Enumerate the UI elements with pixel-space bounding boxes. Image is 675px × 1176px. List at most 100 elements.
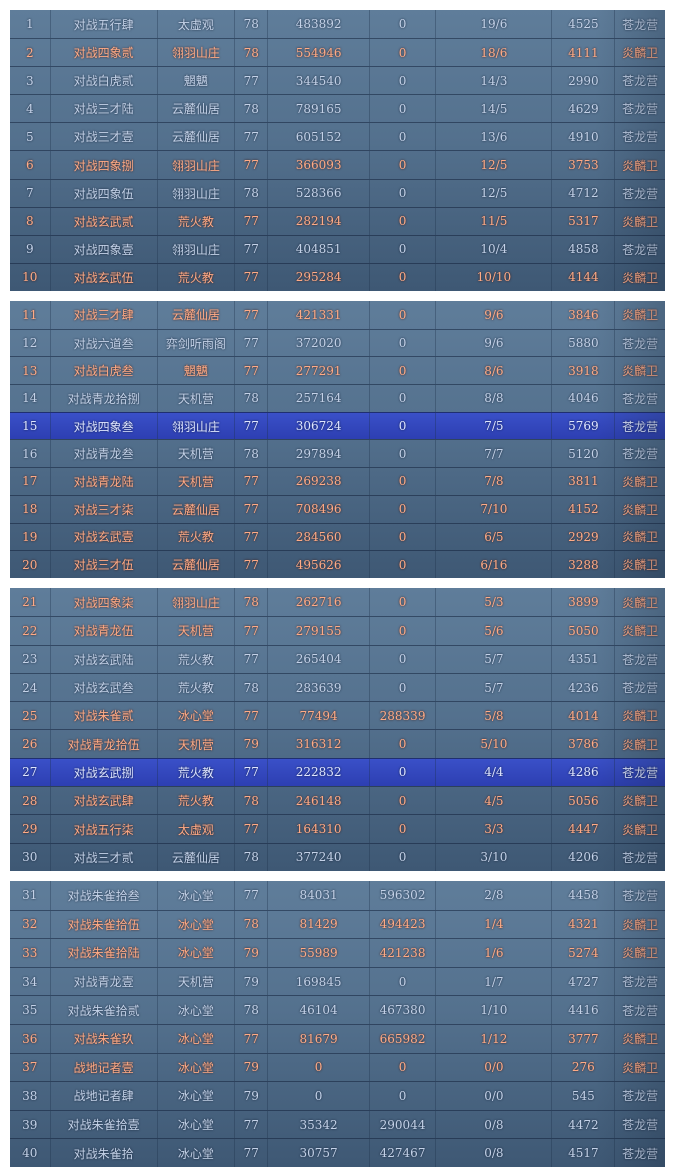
level-cell: 78: [235, 996, 269, 1024]
score-cell: 708496: [268, 495, 370, 523]
kill-death-cell: 5/7: [436, 673, 553, 702]
kill-death-cell: 9/6: [436, 301, 553, 329]
level-cell: 77: [235, 1110, 269, 1139]
table-row[interactable]: 16 对战青龙叁 天机营 78 297894 0 7/7 5120 苍龙营: [10, 439, 665, 468]
player-name-cell: 对战朱雀拾叁: [51, 881, 158, 910]
level-cell: 77: [235, 468, 269, 495]
extra-score-cell: 467380: [370, 996, 437, 1024]
table-row[interactable]: 8 对战玄武贰 荒火教 77 282194 0 11/5 5317 炎麟卫: [10, 206, 665, 235]
table-row[interactable]: 28 对战玄武肆 荒火教 78 246148 0 4/5 5056 炎麟卫: [10, 786, 665, 815]
extra-score-cell: 0: [370, 758, 437, 787]
camp-cell: 苍龙营: [622, 1118, 659, 1133]
table-row[interactable]: 23 对战玄武陆 荒火教 77 265404 0 5/7 4351 苍龙营: [10, 644, 665, 673]
score-cell: 55989: [268, 939, 370, 967]
guild-cell: 云麓仙居: [158, 551, 236, 578]
level-cell: 77: [235, 412, 269, 440]
table-row[interactable]: 6 对战四象捌 翎羽山庄 77 366093 0 12/5 3753 炎麟卫: [10, 150, 665, 179]
level-cell: 77: [235, 617, 269, 645]
table-row[interactable]: 39 对战朱雀拾壹 冰心堂 77 35342 290044 0/8 4472 苍龙营: [10, 1109, 665, 1139]
player-name-cell: 对战青龙陆: [51, 468, 158, 495]
table-row[interactable]: 12 对战六道叁 弈剑听雨阁 77 372020 0 9/6 5880 苍龙营: [10, 328, 665, 357]
table-row[interactable]: 27 对战玄武捌 荒火教 77 222832 0 4/4 4286 苍龙营: [10, 757, 665, 787]
table-row[interactable]: 9 对战四象壹 翎羽山庄 77 404851 0 10/4 4858 苍龙营: [10, 234, 665, 263]
level-cell: 79: [235, 1053, 269, 1082]
rank-cell: 10: [10, 263, 51, 291]
table-row[interactable]: 32 对战朱雀拾伍 冰心堂 78 81429 494423 1/4 4321 炎麟卫: [10, 909, 665, 939]
table-row[interactable]: 31 对战朱雀拾叁 冰心堂 77 84031 596302 2/8 4458 苍龙营: [10, 881, 665, 910]
guild-cell: 天机营: [158, 440, 236, 468]
table-row[interactable]: 30 对战三才贰 云麓仙居 78 377240 0 3/10 4206 苍龙营: [10, 842, 665, 871]
score-cell: 605152: [268, 123, 370, 151]
table-row[interactable]: 19 对战玄武壹 荒火教 77 284560 0 6/5 2929 炎麟卫: [10, 522, 665, 551]
kill-death-cell: 0/0: [436, 1053, 553, 1082]
extra-score-cell: 0: [370, 385, 437, 412]
rank-cell: 16: [10, 440, 51, 468]
player-name-cell: 对战玄武叁: [51, 673, 158, 702]
level-cell: 77: [235, 645, 269, 673]
extra-score-cell: 288339: [370, 702, 437, 730]
score-cell: 262716: [268, 588, 370, 617]
table-row[interactable]: 14 对战青龙拾捌 天机营 78 257164 0 8/8 4046 苍龙营: [10, 384, 665, 412]
table-row[interactable]: 4 对战三才陆 云麓仙居 78 789165 0 14/5 4629 苍龙营: [10, 94, 665, 123]
level-cell: 77: [235, 235, 269, 263]
player-name-cell: 对战朱雀玖: [51, 1024, 158, 1053]
table-row[interactable]: 33 对战朱雀拾陆 冰心堂 79 55989 421238 1/6 5274 炎麟卫: [10, 938, 665, 967]
table-row[interactable]: 7 对战四象伍 翎羽山庄 78 528366 0 12/5 4712 苍龙营: [10, 178, 665, 207]
camp-cell: 炎麟卫: [622, 530, 659, 545]
camp-cell: 炎麟卫: [622, 502, 659, 517]
score-cell: 789165: [268, 95, 370, 123]
table-row[interactable]: 3 对战白虎贰 魍魉 77 344540 0 14/3 2990 苍龙营: [10, 66, 665, 95]
points-cell: 4152: [552, 495, 616, 523]
table-row[interactable]: 10 对战玄武伍 荒火教 77 295284 0 10/10 4144 炎麟卫: [10, 262, 665, 291]
level-cell: 77: [235, 329, 269, 357]
level-cell: 77: [235, 495, 269, 523]
camp-cell: 炎麟卫: [622, 794, 659, 809]
table-row[interactable]: 22 对战青龙伍 天机营 77 279155 0 5/6 5050 炎麟卫: [10, 616, 665, 645]
extra-score-cell: 0: [370, 440, 437, 468]
table-row[interactable]: 15 对战四象叁 翎羽山庄 77 306724 0 7/5 5769 苍龙营: [10, 411, 665, 440]
table-row[interactable]: 17 对战青龙陆 天机营 77 269238 0 7/8 3811 炎麟卫: [10, 467, 665, 495]
table-row[interactable]: 1 对战五行肆 太虚观 78 483892 0 19/6 4525 苍龙营: [10, 10, 665, 39]
table-row[interactable]: 20 对战三才伍 云麓仙居 77 495626 0 6/16 3288 炎麟卫: [10, 550, 665, 578]
player-name-cell: 对战四象叁: [51, 412, 158, 440]
table-row[interactable]: 21 对战四象柒 翎羽山庄 78 262716 0 5/3 3899 炎麟卫: [10, 588, 665, 617]
kill-death-cell: 3/10: [436, 843, 553, 871]
table-row[interactable]: 36 对战朱雀玖 冰心堂 77 81679 665982 1/12 3777 炎麟卫: [10, 1023, 665, 1053]
table-row[interactable]: 40 对战朱雀拾 冰心堂 77 30757 427467 0/8 4517 苍龙营: [10, 1138, 665, 1167]
guild-cell: 冰心堂: [158, 1024, 236, 1053]
player-name-cell: 对战青龙拾捌: [51, 385, 158, 412]
table-row[interactable]: 24 对战玄武叁 荒火教 78 283639 0 5/7 4236 苍龙营: [10, 672, 665, 702]
table-row[interactable]: 5 对战三才壹 云麓仙居 77 605152 0 13/6 4910 苍龙营: [10, 122, 665, 151]
level-cell: 77: [235, 123, 269, 151]
rank-cell: 30: [10, 843, 51, 871]
table-row[interactable]: 35 对战朱雀拾贰 冰心堂 78 46104 467380 1/10 4416 苍龙营: [10, 995, 665, 1024]
extra-score-cell: 0: [370, 730, 437, 758]
table-row[interactable]: 34 对战青龙壹 天机营 79 169845 0 1/7 4727 苍龙营: [10, 966, 665, 996]
table-row[interactable]: 38 战地记者肆 冰心堂 79 0 0 0/0 545 苍龙营: [10, 1081, 665, 1110]
guild-cell: 天机营: [158, 385, 236, 412]
table-row[interactable]: 2 对战四象贰 翎羽山庄 78 554946 0 18/6 4111 炎麟卫: [10, 38, 665, 67]
rank-cell: 8: [10, 207, 51, 235]
table-row[interactable]: 25 对战朱雀贰 冰心堂 77 77494 288339 5/8 4014 炎麟卫: [10, 701, 665, 730]
scoreboard-panel-3: 21 对战四象柒 翎羽山庄 78 262716 0 5/3 3899 炎麟卫 22 对战青龙伍 天机营…: [10, 588, 665, 871]
score-cell: 222832: [268, 758, 370, 787]
table-row[interactable]: 29 对战五行柒 太虚观 77 164310 0 3/3 4447 炎麟卫: [10, 814, 665, 843]
table-row[interactable]: 11 对战三才肆 云麓仙居 77 421331 0 9/6 3846 炎麟卫: [10, 301, 665, 329]
player-name-cell: 对战四象捌: [51, 151, 158, 179]
points-cell: 4712: [552, 179, 616, 207]
level-cell: 77: [235, 263, 269, 291]
points-cell: 3777: [552, 1024, 616, 1053]
guild-cell: 翎羽山庄: [158, 412, 236, 440]
table-row[interactable]: 37 战地记者壹 冰心堂 79 0 0 0/0 276 炎麟卫: [10, 1052, 665, 1082]
table-row[interactable]: 13 对战白虎叁 魍魉 77 277291 0 8/6 3918 炎麟卫: [10, 356, 665, 385]
kill-death-cell: 7/8: [436, 468, 553, 495]
camp-cell: 苍龙营: [622, 130, 659, 145]
extra-score-cell: 596302: [370, 881, 437, 910]
kill-death-cell: 5/3: [436, 588, 553, 617]
kill-death-cell: 0/8: [436, 1139, 553, 1167]
camp-cell: 苍龙营: [622, 419, 659, 434]
table-row[interactable]: 26 对战青龙拾伍 天机营 79 316312 0 5/10 3786 炎麟卫: [10, 729, 665, 758]
table-row[interactable]: 18 对战三才柒 云麓仙居 77 708496 0 7/10 4152 炎麟卫: [10, 494, 665, 523]
camp-cell: 炎麟卫: [622, 474, 659, 489]
score-cell: 483892: [268, 10, 370, 39]
